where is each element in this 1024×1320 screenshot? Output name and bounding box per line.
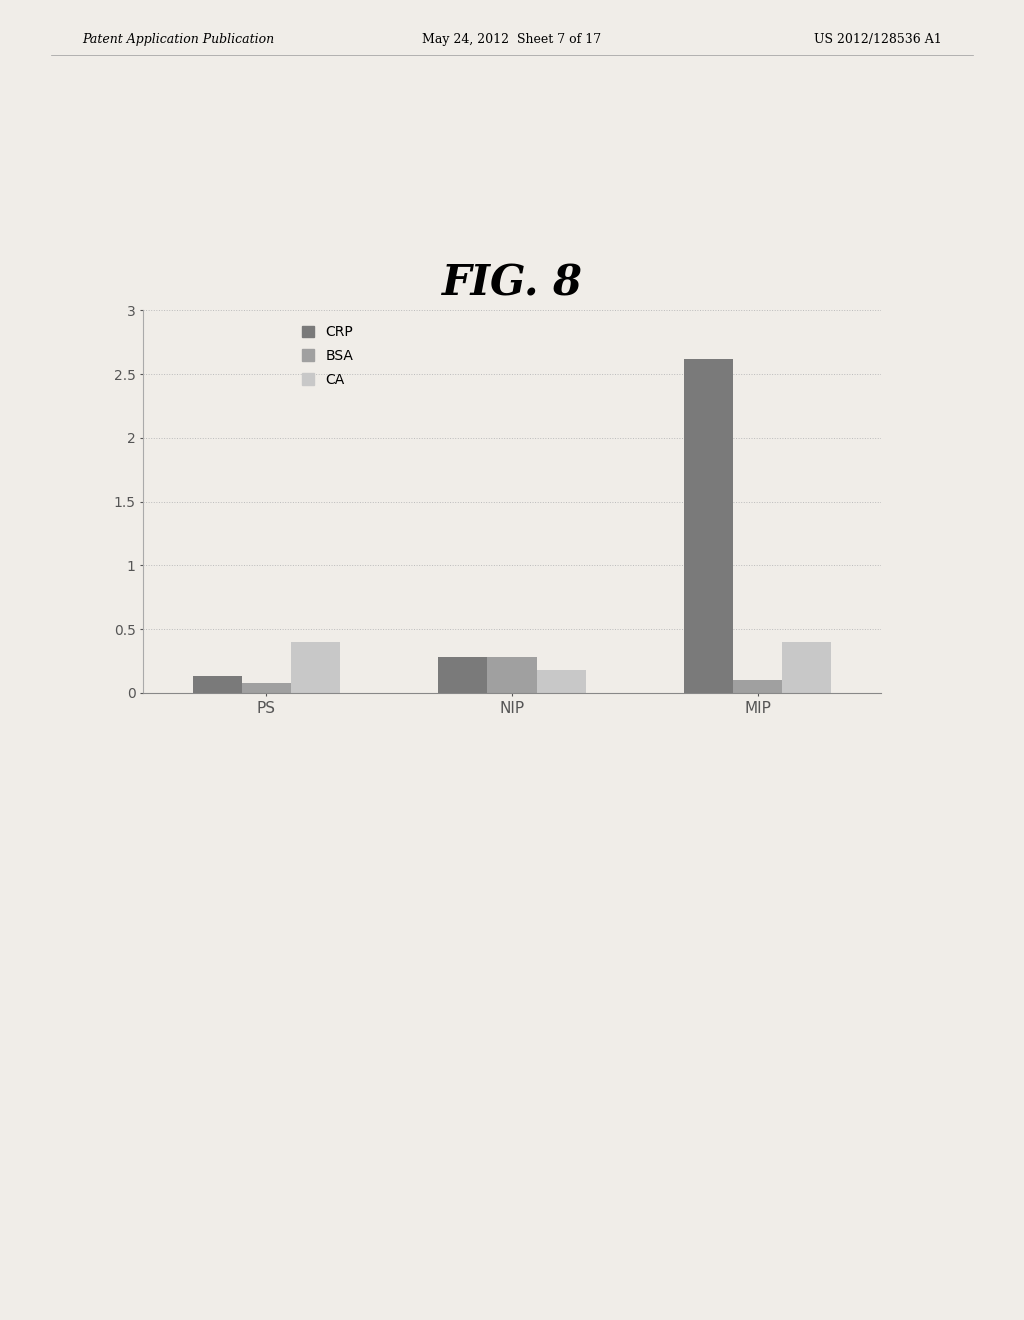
Bar	[537, 671, 586, 693]
Bar	[684, 359, 733, 693]
Bar	[242, 682, 291, 693]
Bar	[438, 657, 487, 693]
Text: May 24, 2012  Sheet 7 of 17: May 24, 2012 Sheet 7 of 17	[423, 33, 601, 46]
Bar	[291, 642, 340, 693]
Legend: CRP, BSA, CA: CRP, BSA, CA	[298, 321, 357, 391]
Bar	[193, 676, 242, 693]
Text: US 2012/128536 A1: US 2012/128536 A1	[814, 33, 942, 46]
Bar	[733, 680, 782, 693]
Bar	[487, 657, 537, 693]
Text: FIG. 8: FIG. 8	[441, 263, 583, 305]
Bar	[782, 642, 831, 693]
Text: Patent Application Publication: Patent Application Publication	[82, 33, 274, 46]
